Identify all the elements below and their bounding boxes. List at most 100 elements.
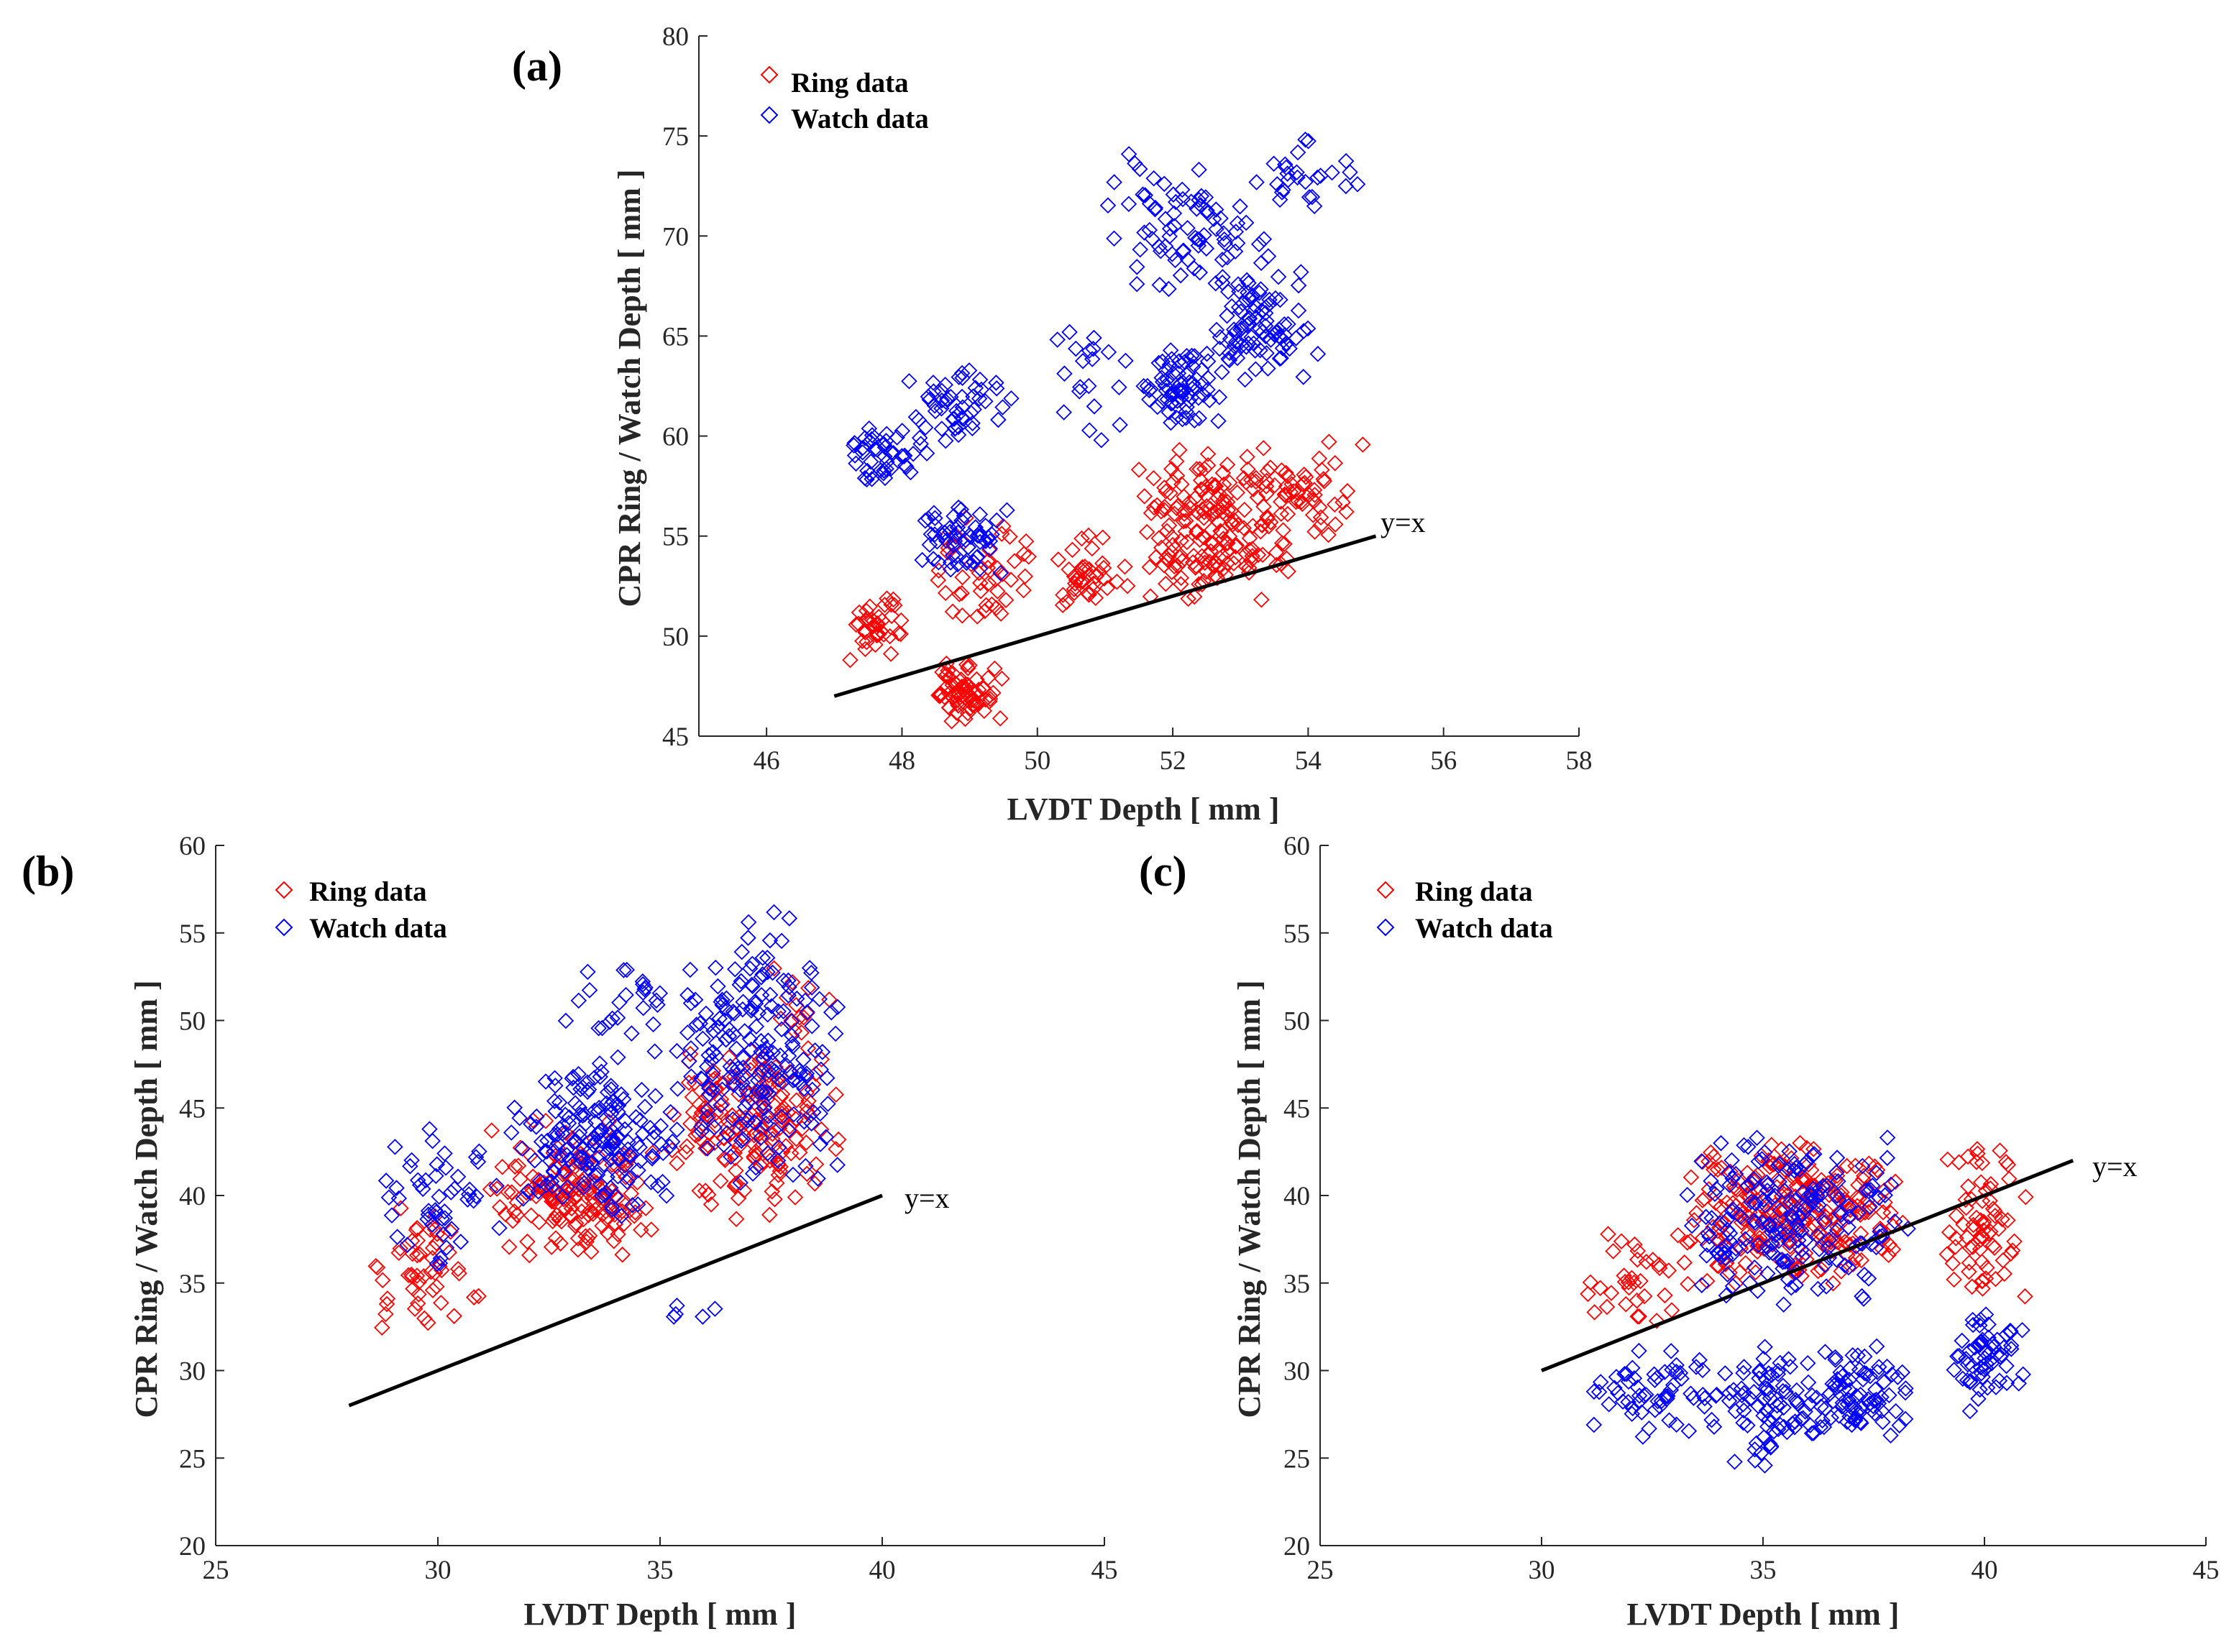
- data-point: [1685, 1390, 1702, 1406]
- data-point: [1693, 1277, 1711, 1293]
- data-point: [798, 1084, 815, 1101]
- data-point: [1843, 1399, 1860, 1416]
- data-point: [1972, 1212, 1990, 1229]
- chart-panel-b: (b) Ring data Watch data y=x LVDT Depth …: [22, 832, 1118, 1632]
- y-tick-label: 20: [179, 1532, 206, 1561]
- data-point: [1167, 193, 1184, 211]
- data-point: [730, 1190, 747, 1207]
- data-point: [1106, 174, 1122, 191]
- data-point: [1275, 522, 1291, 538]
- data-point: [635, 984, 651, 1001]
- data-point: [1211, 485, 1227, 503]
- data-point: [557, 1165, 574, 1182]
- data-point: [1147, 199, 1164, 216]
- data-point: [784, 1166, 802, 1183]
- data-point: [1723, 1152, 1740, 1169]
- data-point: [569, 1241, 587, 1258]
- data-point: [605, 1233, 623, 1249]
- data-point: [532, 1179, 549, 1196]
- x-tick-label: 25: [203, 1556, 229, 1585]
- data-point: [1095, 559, 1112, 577]
- data-point: [993, 526, 1010, 542]
- data-point: [1737, 1254, 1754, 1272]
- data-point: [1834, 1368, 1851, 1385]
- data-point: [733, 943, 751, 960]
- data-point: [1272, 291, 1288, 308]
- data-point: [1890, 1369, 1906, 1385]
- data-point: [742, 1055, 759, 1072]
- data-point: [1987, 1207, 2004, 1224]
- data-point: [1306, 198, 1323, 215]
- data-point: [1736, 1137, 1752, 1154]
- data-point: [1765, 1423, 1782, 1440]
- data-point: [1211, 389, 1228, 405]
- data-point: [1979, 1259, 1995, 1276]
- data-point: [713, 1097, 729, 1114]
- data-point: [1221, 344, 1238, 362]
- data-point: [1848, 1238, 1864, 1254]
- data-point: [937, 377, 953, 393]
- data-point: [680, 1074, 697, 1091]
- data-point: [604, 1201, 621, 1218]
- data-point: [953, 501, 970, 518]
- data-point: [926, 397, 943, 414]
- data-point: [997, 592, 1015, 608]
- data-point: [610, 1097, 627, 1114]
- data-point: [726, 960, 743, 978]
- data-point: [2006, 1233, 2023, 1250]
- data-point: [1252, 341, 1268, 359]
- data-point: [769, 1070, 786, 1088]
- data-point: [420, 1206, 437, 1223]
- data-point: [1812, 1418, 1829, 1436]
- data-point: [1867, 1405, 1883, 1422]
- data-point: [436, 1145, 453, 1162]
- data-point: [649, 1178, 667, 1194]
- data-point: [1304, 188, 1321, 206]
- data-point: [794, 1120, 811, 1137]
- data-point: [1746, 1259, 1763, 1276]
- data-point: [1233, 317, 1250, 334]
- data-point: [1606, 1380, 1623, 1396]
- data-point: [958, 656, 975, 673]
- data-point: [1080, 377, 1097, 395]
- data-point: [1068, 572, 1085, 589]
- data-point: [1659, 1390, 1675, 1407]
- data-point: [876, 436, 892, 453]
- data-point: [1162, 485, 1178, 502]
- data-point: [702, 1196, 720, 1213]
- data-point: [554, 1188, 571, 1206]
- data-point: [1798, 1139, 1816, 1157]
- data-point: [1854, 1288, 1870, 1305]
- data-point: [1219, 307, 1235, 324]
- data-point: [1275, 181, 1291, 198]
- data-point: [1860, 1203, 1877, 1221]
- data-point: [1273, 505, 1290, 522]
- data-point: [635, 999, 651, 1017]
- data-point: [1191, 410, 1208, 427]
- data-point: [1939, 1151, 1956, 1168]
- data-point: [591, 1055, 608, 1072]
- series-watch-data: [846, 132, 1366, 582]
- data-point: [623, 1025, 640, 1042]
- data-point: [791, 1144, 808, 1161]
- data-point: [716, 1150, 733, 1167]
- data-point: [1813, 1398, 1829, 1415]
- data-point: [1647, 1372, 1663, 1389]
- data-point: [706, 1134, 723, 1152]
- data-point: [1081, 342, 1098, 359]
- data-point: [526, 1152, 544, 1169]
- data-point: [848, 455, 864, 472]
- data-point: [2014, 1321, 2030, 1339]
- data-point: [1972, 1381, 1988, 1398]
- data-point: [1339, 482, 1356, 500]
- data-point: [1250, 236, 1268, 253]
- data-point: [1159, 551, 1176, 569]
- data-point: [1167, 252, 1183, 269]
- data-point: [1219, 502, 1237, 518]
- data-point: [854, 633, 871, 650]
- data-point: [643, 1174, 659, 1190]
- data-point: [1160, 404, 1177, 421]
- data-point: [1874, 1204, 1892, 1221]
- data-point: [754, 1084, 771, 1101]
- data-point: [962, 681, 979, 698]
